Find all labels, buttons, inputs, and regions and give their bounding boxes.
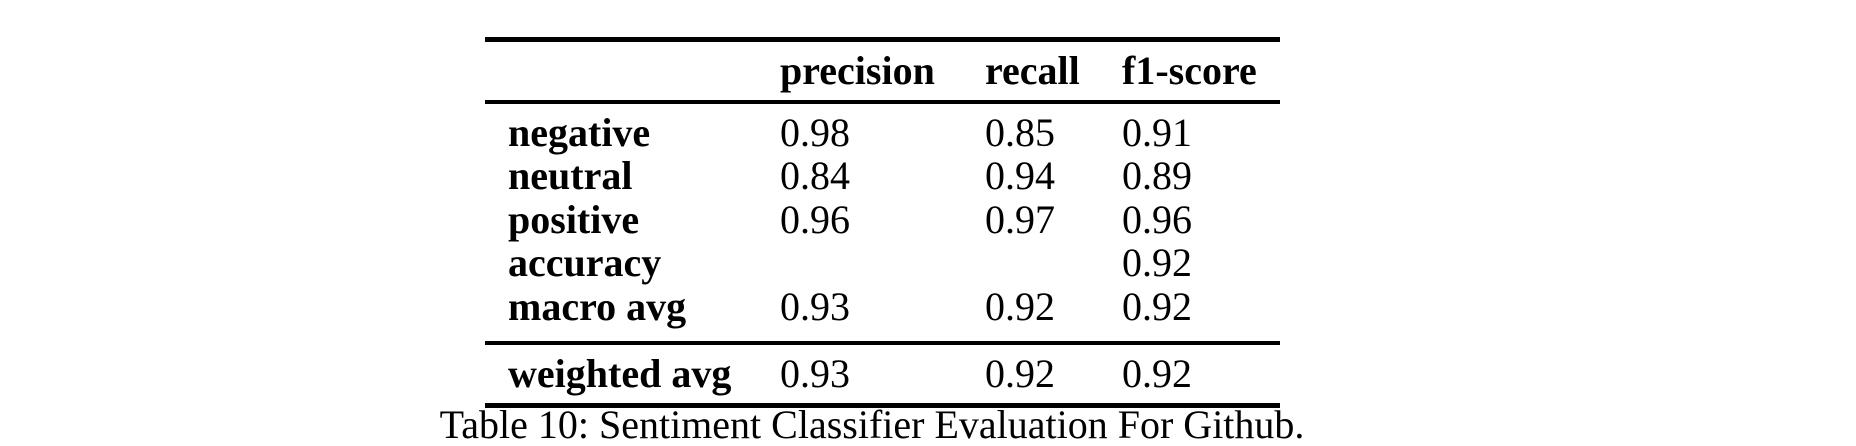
recall-value: 0.92 <box>985 283 1055 329</box>
table-row-positive: positive 0.96 0.97 0.96 <box>485 198 1280 242</box>
table-header-row: precision recall f1-score <box>485 42 1280 100</box>
recall-value: 0.94 <box>985 153 1055 199</box>
row-label: accuracy <box>508 240 662 286</box>
row-label: negative <box>508 109 651 155</box>
recall-value: 0.97 <box>985 196 1055 242</box>
table-row-accuracy: accuracy 0.92 <box>485 242 1280 286</box>
row-label: weighted avg <box>508 350 732 396</box>
column-header-f1-score: f1-score <box>1122 48 1257 93</box>
recall-value: 0.92 <box>985 350 1055 396</box>
table-row-macro-avg: macro avg 0.93 0.92 0.92 <box>485 285 1280 329</box>
recall-value: 0.85 <box>985 109 1055 155</box>
table-body: negative 0.98 0.85 0.91 neutral 0.84 0.9… <box>485 104 1280 341</box>
row-label: neutral <box>508 153 633 199</box>
column-header-precision: precision <box>780 48 935 93</box>
table-caption: Table 10: Sentiment Classifier Evaluatio… <box>439 402 1305 446</box>
precision-value: 0.98 <box>780 109 850 155</box>
table-row-negative: negative 0.98 0.85 0.91 <box>485 111 1280 155</box>
f1-score-value: 0.91 <box>1122 109 1192 155</box>
precision-value: 0.84 <box>780 153 850 199</box>
row-label: positive <box>508 196 640 242</box>
table-mid-rule <box>485 340 1280 345</box>
column-header-recall: recall <box>985 48 1080 93</box>
table-row-neutral: neutral 0.84 0.94 0.89 <box>485 155 1280 199</box>
f1-score-value: 0.92 <box>1122 240 1192 286</box>
precision-value: 0.96 <box>780 196 850 242</box>
f1-score-value: 0.89 <box>1122 153 1192 199</box>
precision-value: 0.93 <box>780 283 850 329</box>
table-bottom-rule <box>485 402 1280 408</box>
table-row-weighted-avg: weighted avg 0.93 0.92 0.92 <box>485 345 1280 403</box>
f1-score-value: 0.92 <box>1122 350 1192 396</box>
f1-score-value: 0.96 <box>1122 196 1192 242</box>
table-header-rule <box>485 100 1280 104</box>
evaluation-table: precision recall f1-score negative 0.98 … <box>485 37 1280 408</box>
f1-score-value: 0.92 <box>1122 283 1192 329</box>
table-top-rule <box>485 37 1280 42</box>
row-label: macro avg <box>508 283 687 329</box>
precision-value: 0.93 <box>780 350 850 396</box>
